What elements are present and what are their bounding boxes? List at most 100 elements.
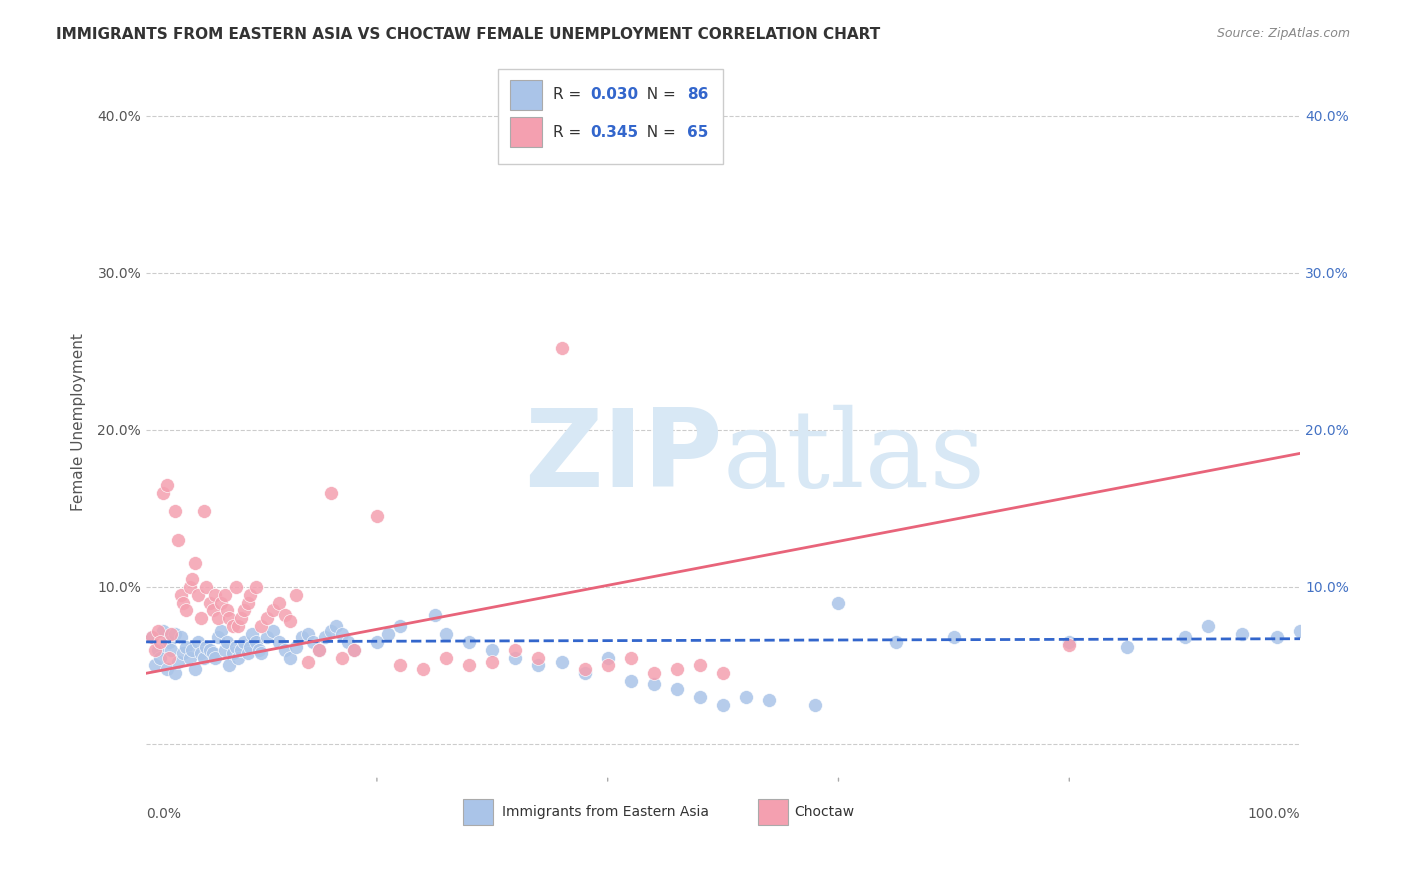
Point bbox=[1265, 630, 1288, 644]
Point bbox=[527, 658, 550, 673]
Point bbox=[229, 611, 252, 625]
FancyBboxPatch shape bbox=[509, 117, 541, 147]
Text: Choctaw: Choctaw bbox=[794, 805, 855, 819]
Point bbox=[278, 615, 301, 629]
Point bbox=[218, 658, 240, 673]
Point bbox=[183, 662, 205, 676]
Point bbox=[481, 655, 503, 669]
Point bbox=[434, 650, 457, 665]
Point bbox=[256, 611, 278, 625]
Point bbox=[172, 646, 194, 660]
Point bbox=[167, 533, 190, 547]
Point bbox=[1116, 640, 1139, 654]
Point bbox=[163, 627, 186, 641]
Point bbox=[181, 642, 204, 657]
Point bbox=[193, 504, 215, 518]
Point bbox=[163, 504, 186, 518]
Point bbox=[236, 646, 259, 660]
Text: 0.0%: 0.0% bbox=[146, 807, 181, 822]
Point bbox=[245, 580, 267, 594]
Point bbox=[167, 655, 190, 669]
Point bbox=[325, 619, 347, 633]
Point bbox=[884, 635, 907, 649]
Point bbox=[149, 650, 172, 665]
Point bbox=[209, 596, 232, 610]
Point bbox=[160, 627, 183, 641]
Point bbox=[163, 666, 186, 681]
Text: N =: N = bbox=[637, 87, 681, 103]
Point bbox=[228, 619, 250, 633]
Point bbox=[273, 608, 295, 623]
Point bbox=[214, 588, 236, 602]
Point bbox=[187, 588, 209, 602]
Point bbox=[221, 646, 243, 660]
Point bbox=[412, 662, 434, 676]
Point bbox=[204, 650, 226, 665]
Point bbox=[291, 630, 314, 644]
Point bbox=[434, 627, 457, 641]
Point bbox=[156, 662, 179, 676]
Text: Immigrants from Eastern Asia: Immigrants from Eastern Asia bbox=[502, 805, 709, 819]
Point bbox=[574, 662, 596, 676]
Point bbox=[225, 580, 247, 594]
Point bbox=[190, 646, 212, 660]
Point bbox=[202, 646, 225, 660]
Point bbox=[366, 635, 388, 649]
Point bbox=[527, 650, 550, 665]
Point bbox=[388, 658, 411, 673]
Point bbox=[181, 572, 204, 586]
Point bbox=[146, 624, 169, 638]
Point bbox=[209, 624, 232, 638]
Text: ZIP: ZIP bbox=[524, 404, 723, 510]
Point bbox=[278, 650, 301, 665]
Point bbox=[308, 642, 330, 657]
Point bbox=[423, 608, 446, 623]
Point bbox=[236, 596, 259, 610]
Point bbox=[245, 635, 267, 649]
Point bbox=[179, 650, 201, 665]
Point bbox=[735, 690, 758, 704]
Point bbox=[207, 611, 229, 625]
Text: R =: R = bbox=[554, 87, 586, 103]
Point bbox=[689, 658, 711, 673]
Point bbox=[207, 630, 229, 644]
Point bbox=[195, 640, 218, 654]
Point bbox=[215, 603, 238, 617]
Point bbox=[225, 640, 247, 654]
Point bbox=[302, 635, 325, 649]
Point bbox=[215, 635, 238, 649]
Y-axis label: Female Unemployment: Female Unemployment bbox=[72, 333, 86, 511]
FancyBboxPatch shape bbox=[758, 799, 787, 825]
Point bbox=[190, 611, 212, 625]
Point bbox=[239, 640, 262, 654]
Point bbox=[804, 698, 827, 712]
Point bbox=[193, 650, 215, 665]
Point bbox=[665, 681, 688, 696]
Point bbox=[711, 698, 734, 712]
Point bbox=[596, 658, 619, 673]
Point bbox=[297, 655, 319, 669]
Point bbox=[1059, 638, 1081, 652]
Point bbox=[143, 658, 166, 673]
Point bbox=[152, 485, 174, 500]
Text: 0.030: 0.030 bbox=[591, 87, 638, 103]
Point bbox=[176, 640, 198, 654]
FancyBboxPatch shape bbox=[464, 799, 494, 825]
Point bbox=[1174, 630, 1197, 644]
Point bbox=[170, 588, 193, 602]
FancyBboxPatch shape bbox=[509, 79, 541, 110]
Point bbox=[285, 588, 308, 602]
Point bbox=[152, 624, 174, 638]
Text: N =: N = bbox=[637, 125, 681, 140]
Point bbox=[157, 635, 180, 649]
Text: atlas: atlas bbox=[723, 405, 986, 510]
Point bbox=[481, 642, 503, 657]
Point bbox=[204, 588, 226, 602]
Point bbox=[337, 635, 360, 649]
Point bbox=[505, 650, 527, 665]
Point bbox=[183, 557, 205, 571]
Point bbox=[388, 619, 411, 633]
Point bbox=[273, 642, 295, 657]
Point bbox=[149, 635, 172, 649]
Point bbox=[146, 642, 169, 657]
